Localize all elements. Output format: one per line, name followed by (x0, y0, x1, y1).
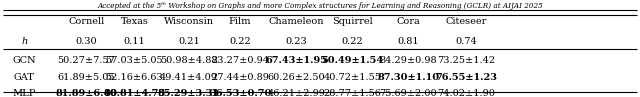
Text: Film: Film (228, 17, 252, 26)
Text: 49.41±4.09: 49.41±4.09 (160, 73, 218, 82)
Text: 84.29±0.98: 84.29±0.98 (380, 56, 437, 65)
Text: 67.43±1.95: 67.43±1.95 (266, 56, 327, 65)
Text: 61.89±5.05: 61.89±5.05 (58, 73, 115, 82)
Text: 36.53±0.70: 36.53±0.70 (209, 89, 271, 97)
Text: 0.22: 0.22 (342, 37, 364, 46)
Text: 0.21: 0.21 (178, 37, 200, 46)
Text: 76.55±1.23: 76.55±1.23 (435, 73, 497, 82)
Text: 50.27±7.57: 50.27±7.57 (58, 56, 115, 65)
Text: 0.30: 0.30 (76, 37, 97, 46)
Text: Accepted at the 5ᵗʰ Workshop on Graphs and more Complex structures for Learning : Accepted at the 5ᵗʰ Workshop on Graphs a… (97, 2, 543, 10)
Text: 28.77±1.56: 28.77±1.56 (324, 89, 381, 97)
Text: 0.11: 0.11 (124, 37, 145, 46)
Text: 23.27±0.94: 23.27±0.94 (211, 56, 269, 65)
Text: 52.16±6.63: 52.16±6.63 (106, 73, 163, 82)
Text: Chameleon: Chameleon (269, 17, 324, 26)
Text: Squirrel: Squirrel (332, 17, 373, 26)
Text: GCN: GCN (13, 56, 36, 65)
Text: Citeseer: Citeseer (445, 17, 486, 26)
Text: 75.69±2.00: 75.69±2.00 (380, 89, 437, 97)
Text: 0.81: 0.81 (397, 37, 419, 46)
Text: 80.81±4.75: 80.81±4.75 (103, 89, 166, 97)
Text: 0.74: 0.74 (455, 37, 477, 46)
Text: 50.49±1.54: 50.49±1.54 (321, 56, 384, 65)
Text: 87.30±1.10: 87.30±1.10 (377, 73, 440, 82)
Text: 50.98±4.88: 50.98±4.88 (160, 56, 218, 65)
Text: 73.25±1.42: 73.25±1.42 (437, 56, 495, 65)
Text: Wisconsin: Wisconsin (164, 17, 214, 26)
Text: Texas: Texas (120, 17, 148, 26)
Text: 0.22: 0.22 (229, 37, 251, 46)
Text: 85.29±3.31: 85.29±3.31 (158, 89, 220, 97)
Text: 60.26±2.50: 60.26±2.50 (268, 73, 325, 82)
Text: h: h (21, 37, 28, 46)
Text: 74.02±1.90: 74.02±1.90 (437, 89, 495, 97)
Text: 40.72±1.55: 40.72±1.55 (324, 73, 381, 82)
Text: Cornell: Cornell (68, 17, 104, 26)
Text: 0.23: 0.23 (285, 37, 307, 46)
Text: Cora: Cora (396, 17, 420, 26)
Text: MLP: MLP (13, 89, 36, 97)
Text: 81.89±6.40: 81.89±6.40 (55, 89, 118, 97)
Text: GAT: GAT (14, 73, 35, 82)
Text: 57.03±5.05: 57.03±5.05 (106, 56, 163, 65)
Text: 46.21±2.99: 46.21±2.99 (268, 89, 325, 97)
Text: 27.44±0.89: 27.44±0.89 (211, 73, 269, 82)
